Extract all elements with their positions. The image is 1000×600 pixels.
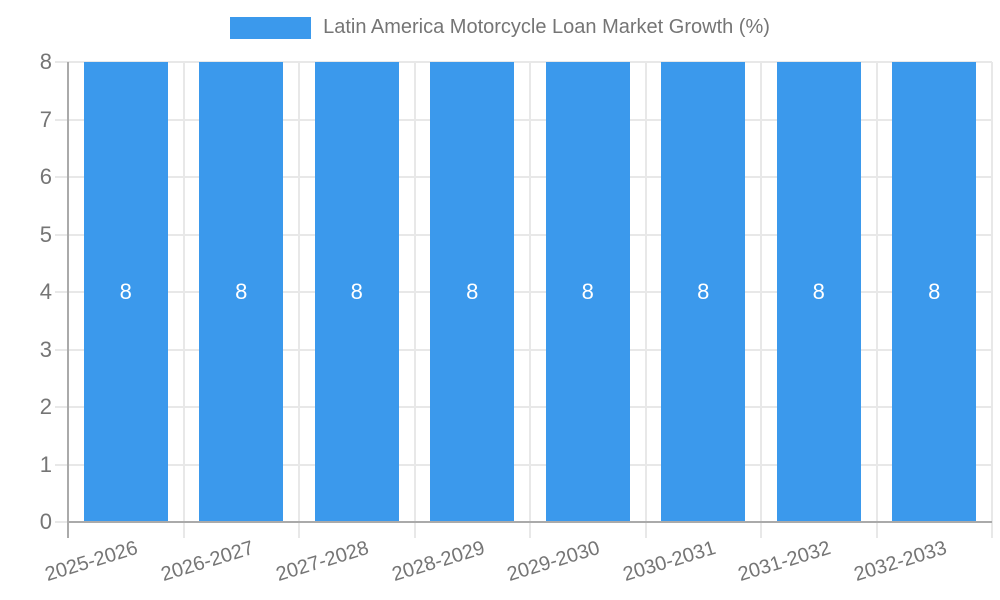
chart-legend: Latin America Motorcycle Loan Market Gro…: [0, 16, 1000, 39]
y-axis-tick-label: 8: [39, 49, 52, 74]
bar[interactable]: 8: [776, 62, 861, 522]
x-gridline: [529, 62, 531, 538]
bar[interactable]: 8: [892, 62, 977, 522]
y-gridline: [55, 233, 992, 236]
x-gridline: [991, 62, 993, 538]
x-axis-tick-label: 2029-2030: [504, 536, 603, 586]
y-gridline: [55, 118, 992, 121]
x-gridline: [760, 62, 762, 538]
x-axis-tick-label: 2028-2029: [389, 536, 487, 586]
y-axis-tick-label: 6: [39, 164, 52, 189]
x-axis-line: [68, 521, 992, 523]
legend-series-label: Latin America Motorcycle Loan Market Gro…: [323, 16, 770, 38]
bar-value-label: 8: [697, 279, 710, 304]
bar-value-label: 8: [466, 279, 479, 304]
y-gridline: [55, 176, 992, 178]
bar-value-label: 8: [928, 279, 941, 304]
bar-value-label: 8: [581, 279, 594, 304]
y-gridline: [55, 348, 992, 351]
x-axis-tick-label: 2025-2026: [42, 536, 141, 586]
x-gridline: [182, 62, 185, 538]
y-axis-tick-label: 3: [39, 336, 52, 362]
x-axis-tick-label: 2030-2031: [620, 536, 718, 586]
legend-color-swatch: [230, 16, 312, 39]
y-gridline: [55, 291, 992, 293]
y-axis-tick-label: 5: [39, 221, 52, 247]
bar-value-label: 8: [812, 279, 825, 304]
bar[interactable]: 8: [430, 62, 515, 522]
y-gridline: [55, 406, 992, 408]
y-axis-tick-label: 1: [39, 451, 52, 477]
x-axis-tick-label: 2027-2028: [273, 536, 372, 586]
bar-value-label: 8: [119, 279, 132, 304]
bar[interactable]: 8: [314, 62, 399, 522]
bar[interactable]: 8: [661, 62, 746, 522]
x-gridline: [413, 62, 416, 538]
y-axis-line: [67, 62, 69, 538]
y-axis-tick-label: 2: [39, 394, 52, 419]
y-axis-tick-label: 4: [39, 279, 52, 304]
bar-value-label: 8: [235, 279, 248, 304]
bar[interactable]: 8: [545, 62, 630, 522]
x-axis-tick-label: 2026-2027: [158, 536, 256, 586]
x-axis-tick-label: 2032-2033: [851, 536, 949, 586]
x-gridline: [644, 62, 647, 538]
y-axis-tick-label: 0: [39, 509, 52, 534]
x-axis-tick-label: 2031-2032: [735, 536, 834, 586]
legend-item[interactable]: Latin America Motorcycle Loan Market Gro…: [230, 16, 770, 39]
y-axis-tick-label: 7: [39, 106, 52, 132]
bar-value-label: 8: [350, 279, 363, 304]
x-gridline: [875, 62, 878, 538]
y-gridline: [55, 463, 992, 466]
bar[interactable]: 8: [83, 62, 168, 522]
bar[interactable]: 8: [199, 62, 284, 522]
y-gridline: [55, 61, 992, 63]
x-gridline: [298, 62, 300, 538]
